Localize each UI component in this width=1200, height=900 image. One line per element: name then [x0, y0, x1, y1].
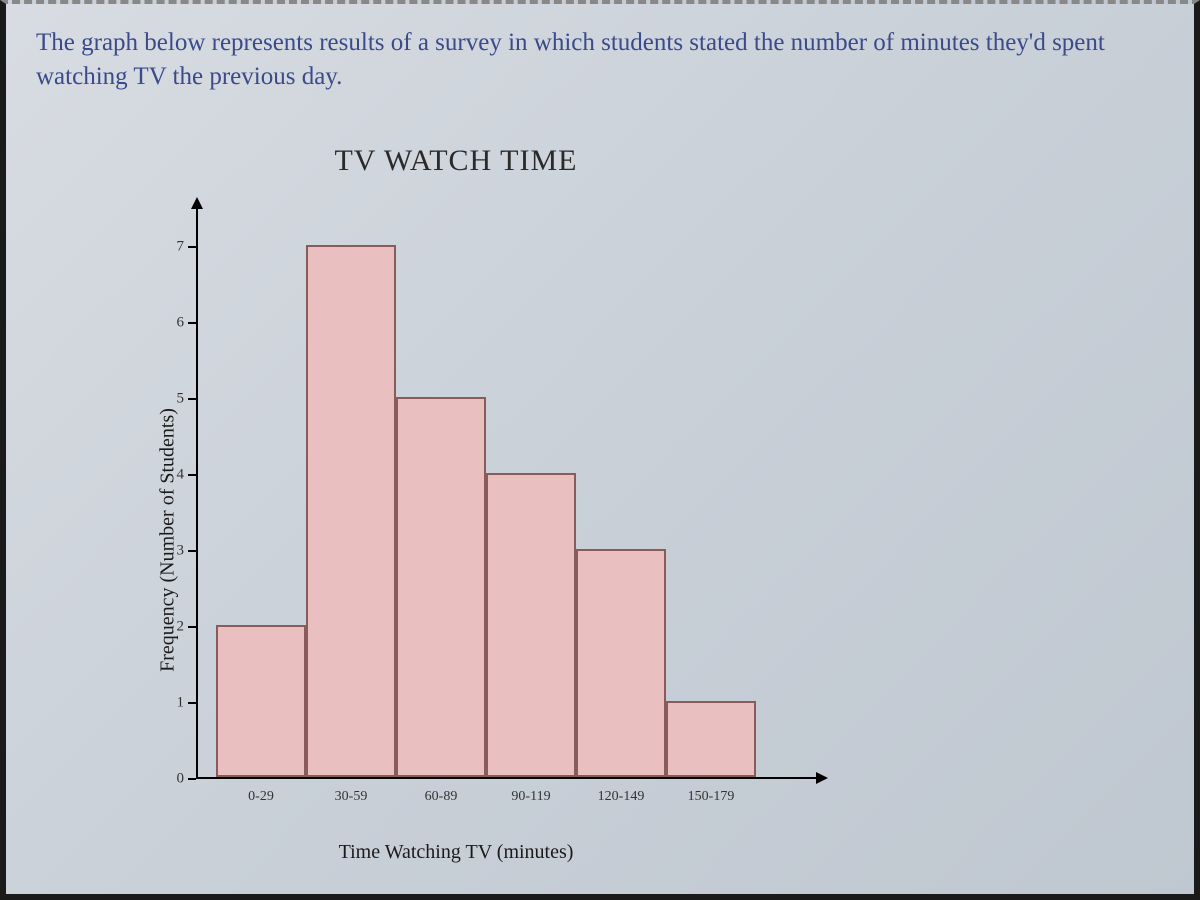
x-tick-label: 150-179: [688, 789, 735, 805]
histogram-bar: [396, 397, 486, 777]
histogram-bar: [486, 473, 576, 777]
x-axis: [196, 777, 816, 779]
x-tick-label: 120-149: [598, 789, 645, 805]
y-tick: [188, 626, 196, 628]
y-tick-label: 0: [162, 771, 184, 788]
y-tick: [188, 778, 196, 780]
x-tick-label: 30-59: [335, 789, 368, 805]
y-tick-label: 2: [162, 619, 184, 636]
y-tick-label: 4: [162, 467, 184, 484]
plot-area: 01234567 0-2930-5960-8990-119120-149150-…: [196, 209, 816, 779]
y-tick-label: 3: [162, 543, 184, 560]
y-tick: [188, 246, 196, 248]
y-axis: [196, 209, 198, 779]
histogram-bar: [216, 625, 306, 777]
histogram-bar: [306, 245, 396, 777]
y-tick: [188, 474, 196, 476]
intro-text: The graph below represents results of a …: [6, 4, 1194, 104]
histogram-bar: [576, 549, 666, 777]
y-tick-label: 7: [162, 239, 184, 256]
histogram-bar: [666, 701, 756, 777]
y-tick-label: 5: [162, 391, 184, 408]
y-tick-label: 1: [162, 695, 184, 712]
y-tick: [188, 322, 196, 324]
tv-watch-chart: TV WATCH TIME Frequency (Number of Stude…: [46, 144, 866, 864]
y-tick: [188, 550, 196, 552]
y-tick: [188, 702, 196, 704]
arrow-right-icon: [816, 772, 828, 784]
x-tick-label: 0-29: [248, 789, 274, 805]
y-tick: [188, 398, 196, 400]
x-tick-label: 60-89: [425, 789, 458, 805]
x-tick-label: 90-119: [511, 789, 550, 805]
chart-title: TV WATCH TIME: [46, 144, 866, 178]
x-axis-label: Time Watching TV (minutes): [46, 841, 866, 864]
y-tick-label: 6: [162, 315, 184, 332]
arrow-up-icon: [191, 197, 203, 209]
page-root: The graph below represents results of a …: [0, 0, 1200, 900]
